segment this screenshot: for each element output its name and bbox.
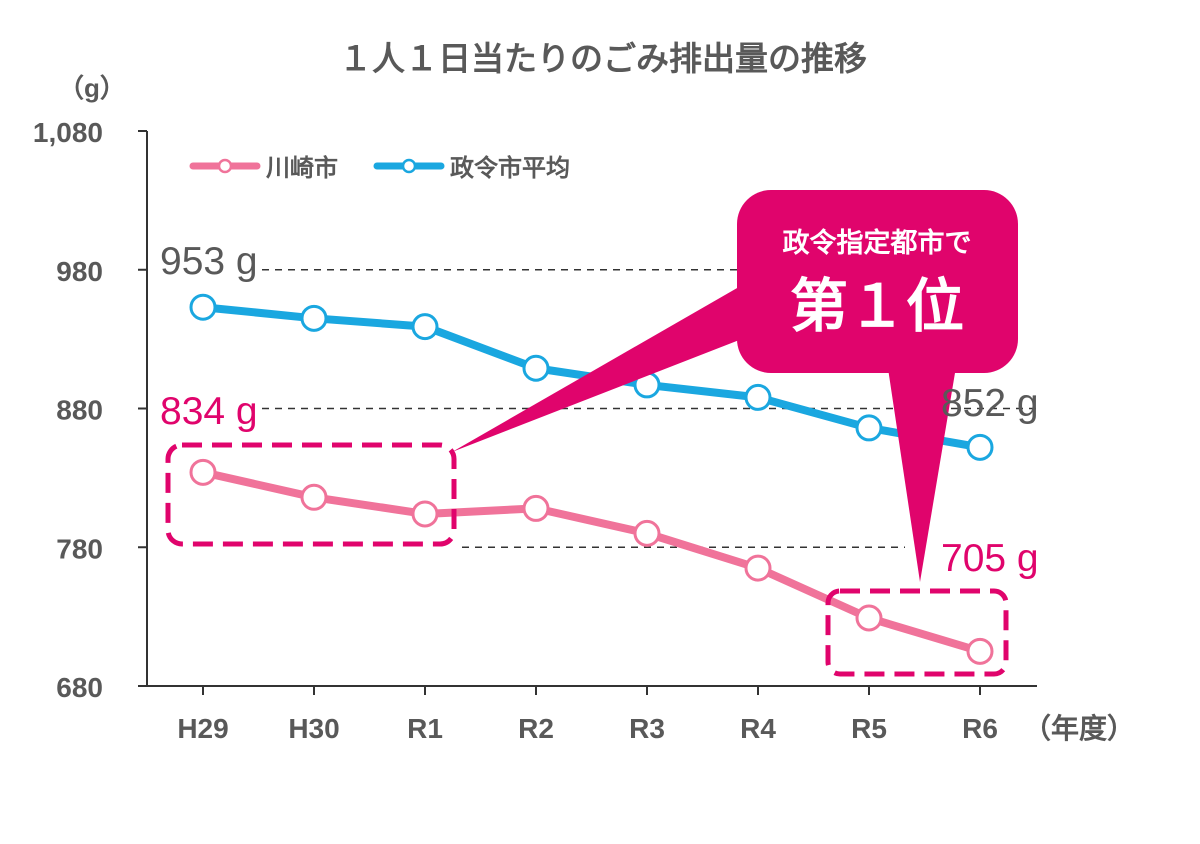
y-ticks: 680 780 880 980 1,080 <box>33 117 147 703</box>
chart-title: １人１日当たりのごみ排出量の推移 <box>339 39 867 78</box>
highlight-box-start <box>165 442 457 547</box>
data-point <box>189 458 217 486</box>
kawasaki-end-label: 705 g <box>941 537 1039 580</box>
x-axis-unit: （年度） <box>1023 712 1135 744</box>
legend-label-kawasaki: 川崎市 <box>266 154 338 182</box>
x-tick-label: R4 <box>740 713 776 744</box>
x-tick-label: H29 <box>177 713 228 744</box>
data-point <box>522 354 550 382</box>
y-tick-label: 1,080 <box>33 117 103 148</box>
x-ticks: H29 H30 R1 R2 R3 R4 R5 R6 <box>177 686 998 744</box>
x-tick-label: R3 <box>629 713 665 744</box>
y-tick-label: 980 <box>56 256 103 287</box>
legend-label-average: 政令市平均 <box>450 154 570 182</box>
data-point <box>966 433 994 461</box>
y-tick-label: 780 <box>56 533 103 564</box>
callout-pointer-left <box>452 272 765 452</box>
x-tick-label: R2 <box>518 713 554 744</box>
legend-marker-kawasaki <box>217 158 233 174</box>
data-point <box>966 637 994 665</box>
average-start-label: 953 g <box>160 240 258 283</box>
data-point <box>411 313 439 341</box>
data-point <box>411 500 439 528</box>
legend-marker-average <box>401 158 417 174</box>
data-point <box>300 304 328 332</box>
x-tick-label: H30 <box>288 713 339 744</box>
x-tick-label: R5 <box>851 713 887 744</box>
series-line <box>199 468 984 656</box>
data-point <box>633 519 661 547</box>
data-point <box>855 414 883 442</box>
callout-box <box>737 190 1018 373</box>
data-point <box>744 554 772 582</box>
callout-pointer-right <box>886 355 958 582</box>
highlight-box-end <box>825 588 1009 677</box>
y-axis-unit: （g） <box>58 73 126 103</box>
callout-line1: 政令指定都市で <box>783 227 972 259</box>
legend: 川崎市 政令市平均 <box>189 154 570 182</box>
data-point <box>744 383 772 411</box>
average-end-label: 852 g <box>941 382 1039 425</box>
x-tick-label: R1 <box>407 713 443 744</box>
x-tick-label: R6 <box>962 713 998 744</box>
data-point <box>522 494 550 522</box>
data-point <box>189 293 217 321</box>
y-tick-label: 880 <box>56 395 103 426</box>
data-point <box>300 483 328 511</box>
y-tick-label: 680 <box>56 672 103 703</box>
kawasaki-start-label: 834 g <box>160 390 258 433</box>
data-point <box>855 604 883 632</box>
callout-line2: 第１位 <box>790 272 964 340</box>
